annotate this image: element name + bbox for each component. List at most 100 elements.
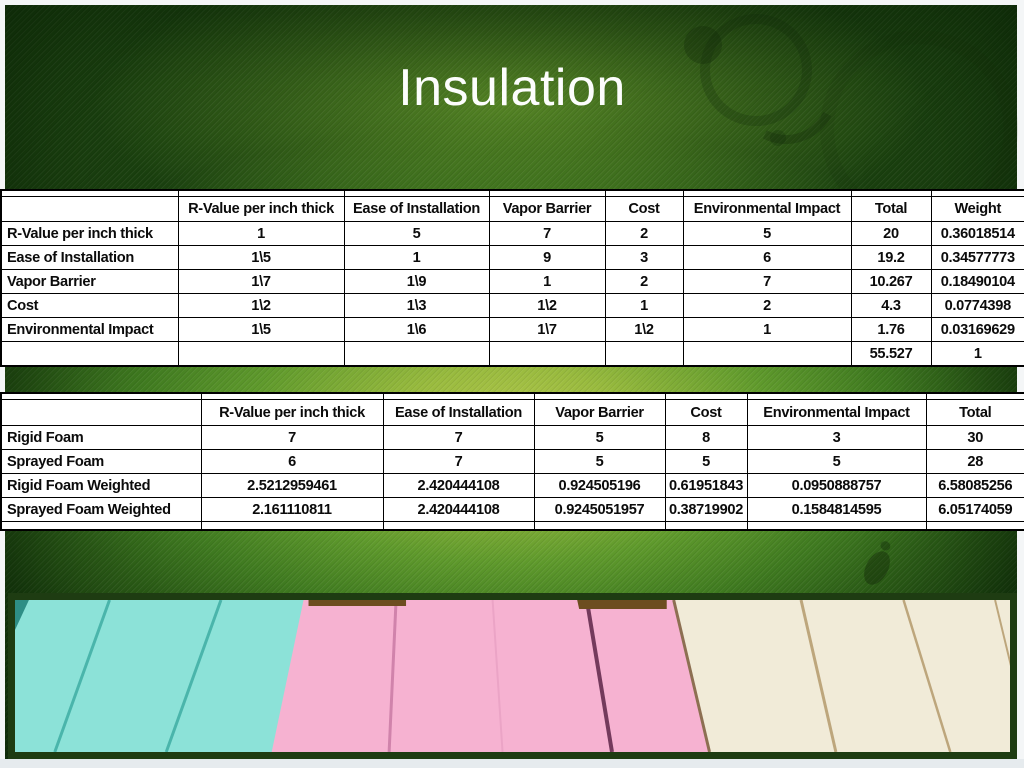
cyan-seam bbox=[53, 600, 111, 752]
value-cell: 0.1584814595 bbox=[746, 497, 927, 522]
table-row: Sprayed Foam Weighted 2.161110811 2.420444… bbox=[0, 497, 1024, 522]
value-cell: 3 bbox=[604, 245, 684, 270]
value-cell bbox=[488, 341, 606, 367]
cream-seam bbox=[994, 600, 1010, 667]
column-header: Environmental Impact bbox=[682, 196, 852, 222]
value-cell: 2.420444108 bbox=[382, 497, 535, 522]
value-cell: 1\6 bbox=[343, 317, 490, 342]
value-cell: 1 bbox=[343, 245, 490, 270]
value-cell: 30 bbox=[925, 425, 1024, 450]
cyan-seam bbox=[164, 600, 223, 752]
value-cell: 1.76 bbox=[850, 317, 932, 342]
column-header: Ease of Installation bbox=[382, 399, 535, 426]
value-cell: 5 bbox=[533, 425, 666, 450]
spacer-cell bbox=[0, 521, 202, 531]
table-row: R-Value per inch thick Ease of Installati… bbox=[0, 196, 1024, 222]
foam-scores-table: R-Value per inch thick Ease of Installati… bbox=[0, 392, 1024, 531]
value-cell: 0.38719902 bbox=[664, 497, 748, 522]
criteria-weight-matrix-table: R-Value per inch thick Ease of Installati… bbox=[0, 189, 1024, 367]
table-row: Ease of Installation 1\5 1 9 3 6 19.2 0.3457777… bbox=[0, 245, 1024, 270]
table-row: R-Value per inch thick 1 5 7 2 5 20 0.36018514 bbox=[0, 221, 1024, 246]
row-header: Ease of Installation bbox=[0, 245, 179, 270]
value-cell: 2 bbox=[604, 221, 684, 246]
value-cell: 0.924505196 bbox=[533, 473, 666, 498]
value-cell: 2 bbox=[682, 293, 852, 318]
cyan-corner-shadow bbox=[15, 600, 29, 630]
table-row: Vapor Barrier 1\7 1\9 1 2 7 10.267 0.18490104 bbox=[0, 269, 1024, 294]
cyan-board bbox=[15, 600, 304, 752]
value-cell: 4.3 bbox=[850, 293, 932, 318]
value-cell: 1\3 bbox=[343, 293, 490, 318]
value-cell: 10.267 bbox=[850, 269, 932, 294]
column-header: Cost bbox=[664, 399, 748, 426]
spacer-cell bbox=[925, 521, 1024, 531]
value-cell: 0.36018514 bbox=[930, 221, 1024, 246]
column-header: Cost bbox=[604, 196, 684, 222]
corner-cell bbox=[0, 399, 202, 426]
spacer-cell bbox=[746, 521, 927, 531]
column-header: Weight bbox=[930, 196, 1024, 222]
value-cell: 1 bbox=[604, 293, 684, 318]
value-cell: 55.527 bbox=[850, 341, 932, 367]
value-cell: 1 bbox=[177, 221, 345, 246]
row-header: Environmental Impact bbox=[0, 317, 179, 342]
row-header: Vapor Barrier bbox=[0, 269, 179, 294]
value-cell: 6 bbox=[682, 245, 852, 270]
column-header: Total bbox=[925, 399, 1024, 426]
value-cell: 1\9 bbox=[343, 269, 490, 294]
row-header: Rigid Foam bbox=[0, 425, 202, 450]
column-header: Total bbox=[850, 196, 932, 222]
column-header: R-Value per inch thick bbox=[200, 399, 384, 426]
value-cell: 6.58085256 bbox=[925, 473, 1024, 498]
value-cell: 20 bbox=[850, 221, 932, 246]
value-cell bbox=[177, 341, 345, 367]
table-row bbox=[0, 521, 1024, 531]
pink-board bbox=[269, 600, 710, 752]
value-cell bbox=[604, 341, 684, 367]
value-cell: 9 bbox=[488, 245, 606, 270]
value-cell: 19.2 bbox=[850, 245, 932, 270]
column-header: Ease of Installation bbox=[343, 196, 490, 222]
value-cell: 7 bbox=[488, 221, 606, 246]
pink-seam bbox=[491, 600, 504, 752]
value-cell: 6.05174059 bbox=[925, 497, 1024, 522]
column-header: Vapor Barrier bbox=[488, 196, 606, 222]
value-cell: 2.420444108 bbox=[382, 473, 535, 498]
value-cell: 1\2 bbox=[177, 293, 345, 318]
table-row: Rigid Foam Weighted 2.5212959461 2.4204441… bbox=[0, 473, 1024, 498]
value-cell: 1\5 bbox=[177, 245, 345, 270]
value-cell: 3 bbox=[746, 425, 927, 450]
spacer-cell bbox=[664, 521, 748, 531]
row-header: Rigid Foam Weighted bbox=[0, 473, 202, 498]
value-cell: 6 bbox=[200, 449, 384, 474]
value-cell: 1\7 bbox=[488, 317, 606, 342]
value-cell: 5 bbox=[746, 449, 927, 474]
table-row: R-Value per inch thick Ease of Installati… bbox=[0, 399, 1024, 426]
value-cell: 0.0950888757 bbox=[746, 473, 927, 498]
value-cell: 5 bbox=[664, 449, 748, 474]
table-row: 55.527 1 bbox=[0, 341, 1024, 367]
spacer-cell bbox=[382, 521, 535, 531]
value-cell: 5 bbox=[682, 221, 852, 246]
value-cell: 1\2 bbox=[604, 317, 684, 342]
value-cell: 0.9245051957 bbox=[533, 497, 666, 522]
spacer-cell bbox=[0, 341, 179, 367]
value-cell: 2.161110811 bbox=[200, 497, 384, 522]
column-header: Vapor Barrier bbox=[533, 399, 666, 426]
row-header: Sprayed Foam bbox=[0, 449, 202, 474]
value-cell: 0.18490104 bbox=[930, 269, 1024, 294]
corner-cell bbox=[0, 196, 179, 222]
value-cell: 7 bbox=[200, 425, 384, 450]
value-cell: 1\7 bbox=[177, 269, 345, 294]
value-cell: 2 bbox=[604, 269, 684, 294]
value-cell: 8 bbox=[664, 425, 748, 450]
value-cell: 0.34577773 bbox=[930, 245, 1024, 270]
value-cell: 2.5212959461 bbox=[200, 473, 384, 498]
slide-title: Insulation bbox=[398, 59, 626, 117]
value-cell bbox=[682, 341, 852, 367]
value-cell: 1 bbox=[488, 269, 606, 294]
column-header: Environmental Impact bbox=[746, 399, 927, 426]
value-cell: 7 bbox=[682, 269, 852, 294]
value-cell: 5 bbox=[343, 221, 490, 246]
